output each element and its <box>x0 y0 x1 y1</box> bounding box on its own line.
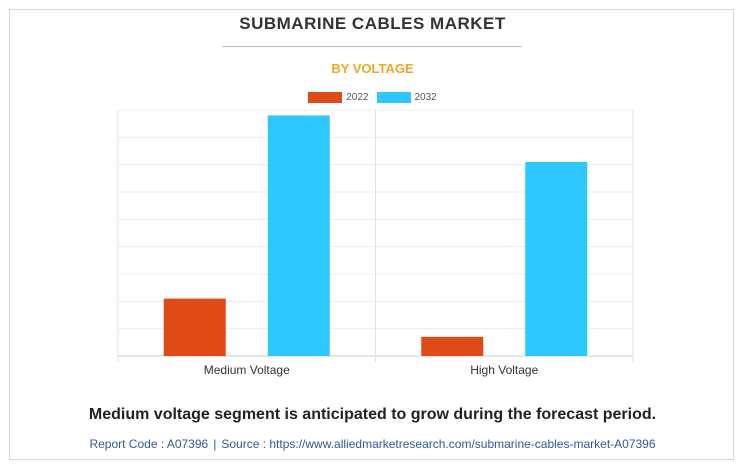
chart-title: SUBMARINE CABLES MARKET <box>239 14 506 33</box>
legend-label-2022: 2022 <box>346 91 369 103</box>
legend-item-2022[interactable]: 2022 <box>308 91 369 103</box>
legend-item-2032[interactable]: 2032 <box>376 91 437 103</box>
chart-subtitle: BY VOLTAGE <box>331 61 414 76</box>
report-code: Report Code : A07396 <box>89 437 209 451</box>
chart-legend: 2022 2032 <box>0 90 745 104</box>
bar-high-voltage-2022 <box>421 336 484 356</box>
legend-swatch-2032 <box>376 91 411 103</box>
legend-label-2032: 2032 <box>414 91 437 103</box>
title-divider <box>222 46 522 47</box>
bar-high-voltage-2032 <box>525 161 588 356</box>
source-link[interactable]: Source : https://www.alliedmarketresearc… <box>221 437 656 451</box>
source-line: Report Code : A07396 | Source : https://ww… <box>0 437 745 451</box>
x-tick-label: Medium Voltage <box>204 363 290 377</box>
bar-medium-voltage-2022 <box>163 298 226 356</box>
source-separator: | <box>213 437 217 451</box>
chart-caption: Medium voltage segment is anticipated to… <box>88 406 657 423</box>
x-tick-label: High Voltage <box>470 363 538 377</box>
bar-medium-voltage-2032 <box>267 115 330 356</box>
legend-swatch-2022 <box>308 91 343 103</box>
bar-chart: Medium Voltage High Voltage <box>117 109 634 377</box>
chart-card <box>9 9 734 460</box>
